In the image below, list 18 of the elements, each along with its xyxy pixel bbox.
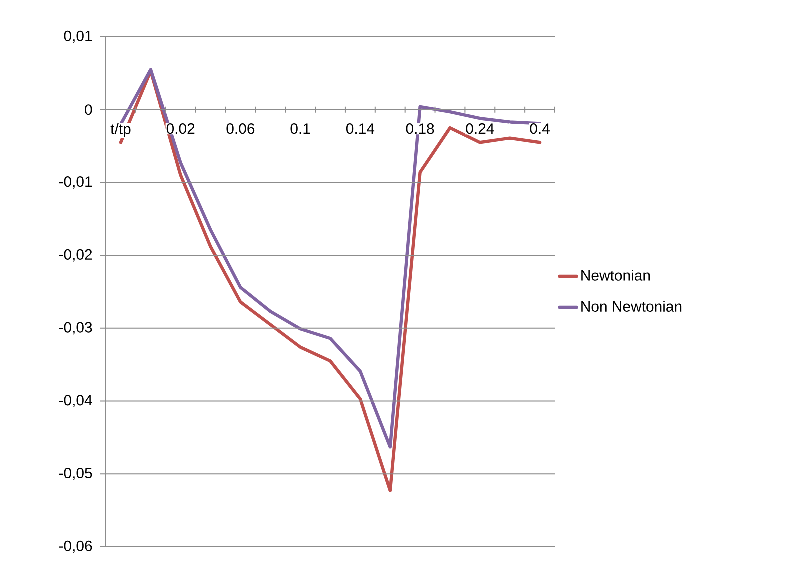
x-tick-label: 0.4 — [530, 124, 550, 134]
x-tick-label: 0.1 — [290, 124, 310, 134]
x-tick-label: t/tp — [110, 124, 131, 138]
y-tick-label: -0,01 — [59, 176, 92, 189]
legend-label: Newtonian — [582, 270, 650, 281]
y-tick-label: -0,04 — [59, 395, 92, 408]
legend-label: Non Newtonian — [582, 300, 682, 312]
x-tick-label: 0.14 — [346, 124, 375, 134]
y-tick-label: -0,05 — [59, 468, 92, 480]
y-tick-label: -0,06 — [59, 540, 92, 554]
y-tick-label: 0 — [85, 104, 92, 116]
y-tick-label: -0,02 — [59, 249, 92, 262]
x-tick-label: 0.24 — [466, 124, 494, 134]
y-tick-label: -0,03 — [59, 322, 92, 335]
y-tick-label: 0,01 — [64, 30, 92, 44]
x-tick-label: 0.06 — [226, 124, 255, 134]
x-tick-label: 0.18 — [406, 124, 434, 134]
x-tick-label: 0.02 — [166, 124, 195, 134]
